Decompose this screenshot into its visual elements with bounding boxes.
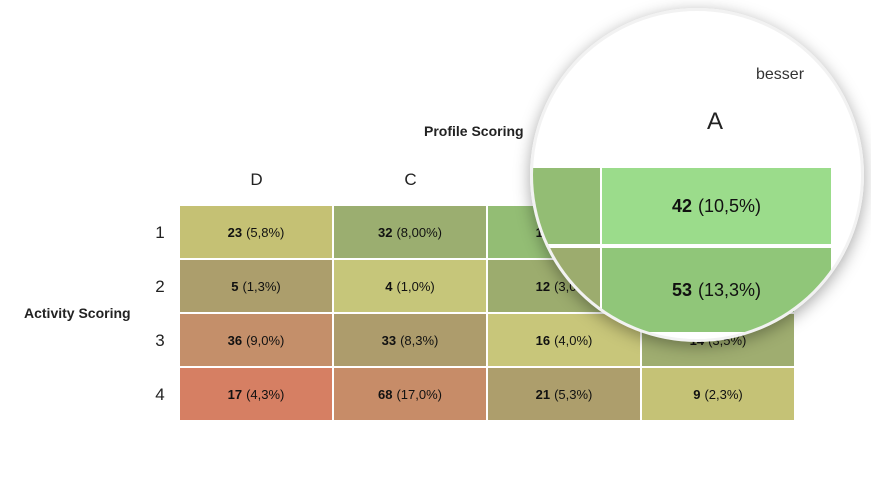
cell-count: 23	[227, 224, 243, 240]
cell-count: 16	[535, 332, 551, 348]
heatmap-cell-r3-d: 36 (9,0%)	[180, 314, 332, 366]
magnifier-hint-label: besser	[756, 66, 805, 83]
cell-percent: (8,3%)	[400, 332, 439, 348]
cell-count: 36	[227, 332, 243, 348]
heatmap-cell-r4-d: 17 (4,3%)	[180, 368, 332, 420]
cell-percent: (5,8%)	[246, 224, 285, 240]
cell-percent: (4,3%)	[246, 386, 285, 402]
cell-percent: (1,3%)	[242, 278, 281, 294]
magnifier-cell-r2-a: 53 (13,3%)	[602, 248, 831, 332]
cell-percent: (5,3%)	[554, 386, 593, 402]
cell-count: 17	[227, 386, 243, 402]
heatmap-cell-r4-c: 68 (17,0%)	[334, 368, 486, 420]
cell-count: 5	[231, 278, 239, 294]
column-label-d: D	[250, 170, 263, 189]
magnifier-column-label-a: A	[706, 108, 723, 135]
magnifier-cell-r1-b	[533, 168, 600, 244]
column-label-c: C	[404, 170, 417, 189]
heatmap-cell-r2-c: 4 (1,0%)	[334, 260, 486, 312]
row-label-4: 4	[155, 385, 165, 404]
magnifier-cell-count: 53	[671, 279, 692, 300]
row-label-2: 2	[155, 277, 165, 296]
heatmap-cell-r3-c: 33 (8,3%)	[334, 314, 486, 366]
magnifier-cell-count: 42	[671, 195, 692, 216]
heatmap-cell-r1-d: 23 (5,8%)	[180, 206, 332, 258]
magnifier-cell-percent: (13,3%)	[698, 279, 762, 300]
magnifier-lens: besser A 42 (10,5%) 53 (13,3%)	[530, 8, 864, 342]
cell-percent: (8,00%)	[396, 224, 442, 240]
heatmap-cell-r1-c: 32 (8,00%)	[334, 206, 486, 258]
heatmap-cell-r2-d: 5 (1,3%)	[180, 260, 332, 312]
cell-count: 4	[385, 278, 393, 294]
cell-count: 33	[381, 332, 397, 348]
cell-percent: (2,3%)	[704, 386, 743, 402]
magnifier-cell-r2-b	[533, 248, 600, 332]
cell-percent: (9,0%)	[246, 332, 285, 348]
x-axis-title: Profile Scoring	[424, 123, 524, 139]
cell-percent: (1,0%)	[396, 278, 435, 294]
cell-count: 21	[535, 386, 551, 402]
cell-count: 32	[378, 224, 393, 240]
magnifier-cell-r1-a: 42 (10,5%)	[602, 168, 831, 244]
cell-count: 68	[378, 386, 393, 402]
row-label-1: 1	[155, 223, 165, 242]
cell-percent: (17,0%)	[396, 386, 442, 402]
y-axis-title: Activity Scoring	[24, 305, 131, 321]
magnifier-cell-percent: (10,5%)	[698, 195, 762, 216]
cell-count: 9	[693, 386, 701, 402]
heatmap-cell-r4-a: 9 (2,3%)	[642, 368, 794, 420]
row-label-3: 3	[155, 331, 165, 350]
heatmap-cell-r4-b: 21 (5,3%)	[488, 368, 640, 420]
cell-percent: (4,0%)	[554, 332, 593, 348]
